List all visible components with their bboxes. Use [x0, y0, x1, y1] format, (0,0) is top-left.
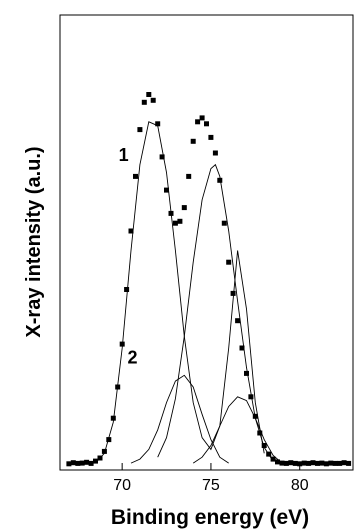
data-point	[266, 451, 272, 457]
data-point	[75, 460, 81, 466]
data-point	[186, 173, 192, 179]
data-point	[212, 150, 218, 156]
data-point	[270, 456, 276, 462]
data-point	[235, 318, 241, 324]
data-point	[279, 460, 285, 466]
data-point	[283, 460, 289, 466]
data-point	[97, 455, 103, 461]
data-point	[292, 460, 298, 466]
peak-label-1: 1	[119, 145, 129, 165]
data-point	[84, 459, 90, 465]
data-point	[110, 415, 116, 421]
data-point	[261, 443, 267, 448]
data-point	[159, 154, 165, 160]
data-point	[319, 460, 325, 466]
peak-label-2: 2	[127, 348, 137, 368]
fit-curves	[95, 121, 283, 464]
data-point	[248, 394, 254, 400]
data-point	[137, 127, 143, 133]
data-point	[79, 460, 85, 466]
data-point	[323, 461, 329, 467]
data-point	[332, 460, 338, 466]
data-point	[346, 460, 352, 466]
data-point	[181, 205, 187, 211]
data-point	[199, 115, 205, 121]
fit-curve-3	[130, 374, 229, 464]
y-axis-label: X-ray intensity (a.u.)	[23, 146, 45, 337]
x-axis-label: Binding energy (eV)	[111, 506, 309, 529]
data-point	[239, 345, 245, 351]
data-point	[204, 121, 209, 127]
data-point	[124, 287, 130, 292]
data-point	[141, 99, 147, 105]
data-point	[221, 220, 227, 226]
data-point	[164, 187, 169, 193]
data-point	[66, 461, 72, 467]
data-point	[288, 460, 294, 466]
data-point	[217, 177, 223, 183]
data-point	[208, 134, 214, 140]
data-point	[106, 437, 112, 443]
data-point	[133, 173, 138, 179]
data-point	[337, 460, 343, 466]
x-tick-label: 75	[202, 477, 220, 494]
data-point	[195, 119, 201, 125]
fit-curve-1	[95, 121, 265, 464]
data-point	[128, 228, 134, 234]
data-point	[328, 460, 334, 466]
x-axis-ticks: 70 75 80	[113, 463, 309, 494]
data-point	[115, 384, 121, 390]
fit-curve-4	[192, 396, 283, 464]
data-point	[150, 97, 156, 103]
data-point	[70, 460, 76, 466]
data-point	[252, 413, 258, 419]
fit-curve-2	[157, 163, 274, 462]
data-point	[315, 460, 320, 466]
data-point	[88, 460, 94, 466]
plot-frame	[59, 14, 354, 471]
data-points	[66, 92, 352, 467]
data-point	[301, 460, 307, 466]
data-point	[168, 210, 174, 216]
x-tick-label: 80	[291, 477, 309, 494]
data-point	[155, 121, 161, 127]
data-point	[177, 218, 183, 224]
x-tick-label: 70	[113, 477, 131, 494]
data-point	[190, 138, 196, 144]
data-point	[119, 341, 125, 347]
data-point	[310, 460, 316, 466]
data-point	[230, 290, 236, 296]
data-point	[257, 430, 263, 436]
data-point	[306, 460, 312, 466]
data-point	[172, 220, 178, 226]
data-point	[93, 458, 98, 464]
data-point	[146, 92, 152, 97]
data-point	[341, 460, 347, 466]
data-point	[275, 459, 280, 465]
data-point	[244, 370, 249, 376]
data-point	[226, 259, 232, 265]
data-point	[101, 448, 107, 454]
